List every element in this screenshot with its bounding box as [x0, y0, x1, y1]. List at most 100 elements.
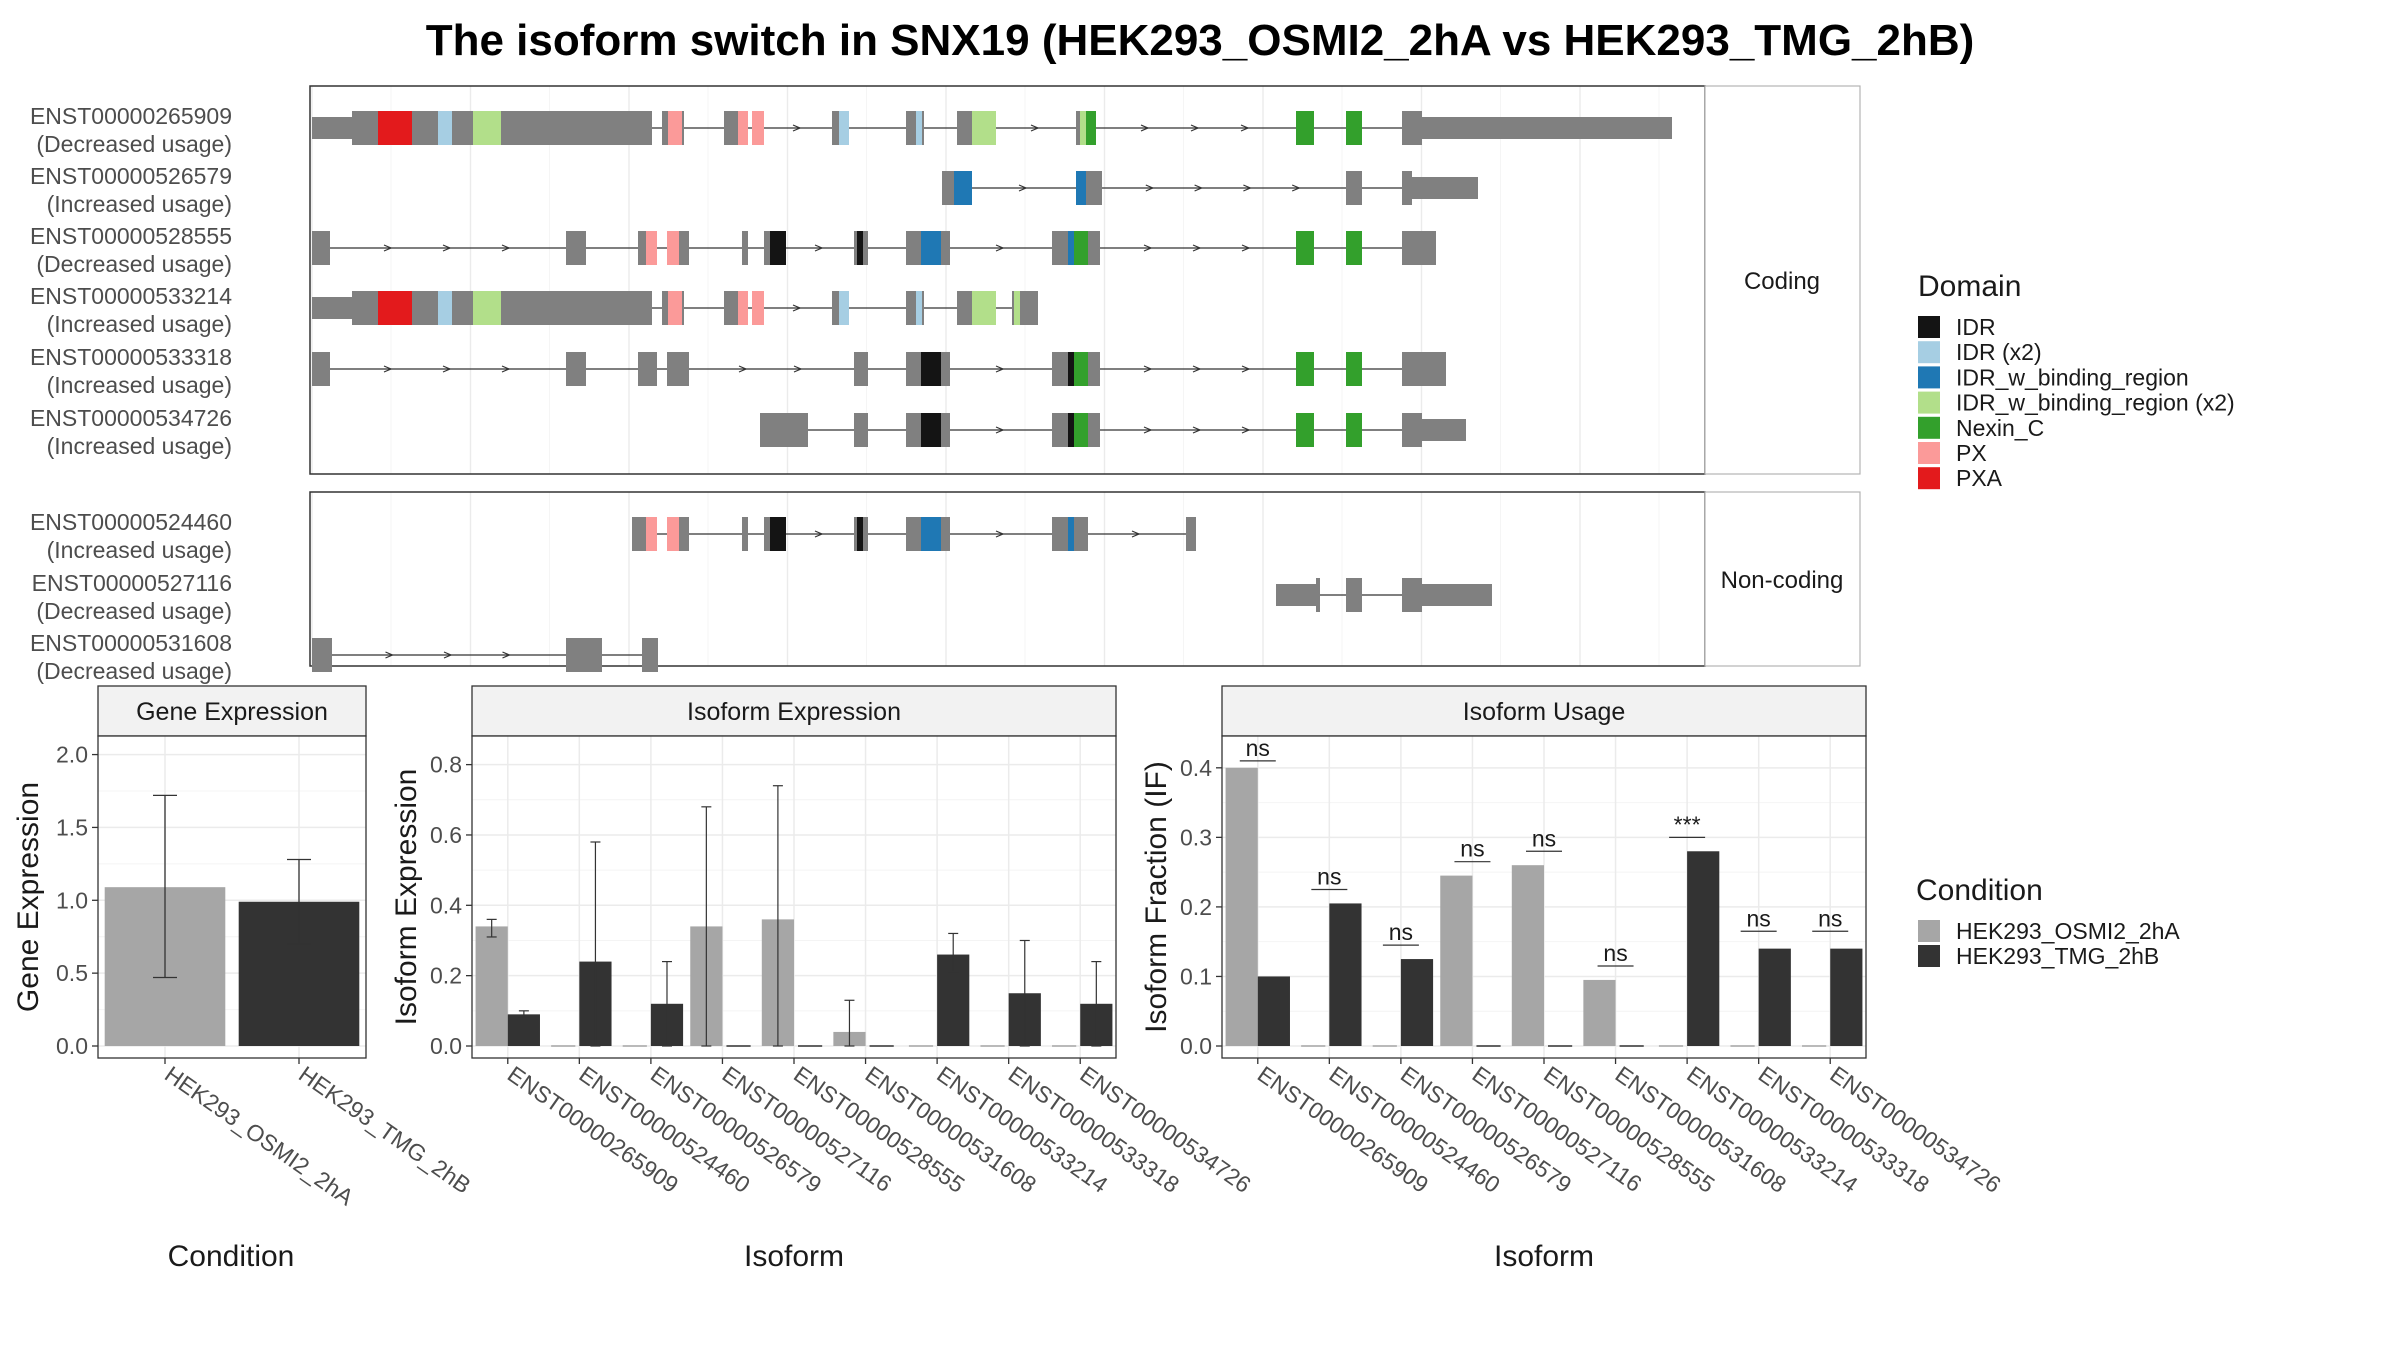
- intron-arrow: [501, 244, 511, 252]
- chart-strip: [97, 685, 367, 737]
- domain-block: [1346, 352, 1362, 386]
- transcript-id-label: ENST00000533318: [30, 344, 232, 370]
- y-tick-label: 0.5: [56, 960, 88, 986]
- exon-block: [1422, 419, 1466, 441]
- chart-panel-2: Isoform Usage 0.0 0.1 0.2 0.3 0.4 ns ns ns ns ns ns…: [1140, 685, 2006, 1273]
- intron-arrow: [383, 365, 393, 373]
- transcript-usage-label: (Decreased usage): [36, 251, 232, 277]
- exon-block: [458, 291, 473, 325]
- condition-legend-swatch: [1918, 920, 1940, 942]
- intron-arrow: [1240, 124, 1250, 132]
- bar-tmg: [507, 1014, 540, 1046]
- exon-block: [854, 352, 868, 386]
- domain-block: [1014, 291, 1020, 325]
- y-tick-label: 0.4: [430, 892, 462, 918]
- transcript-id-label: ENST00000533214: [30, 283, 232, 309]
- domain-block: [972, 291, 996, 325]
- intron-arrow: [1145, 184, 1155, 192]
- transcript-usage-label: (Increased usage): [47, 433, 232, 459]
- intron-arrow: [442, 365, 452, 373]
- bar-tmg: [1758, 948, 1791, 1046]
- exon-block: [548, 111, 572, 145]
- transcript-usage-label: (Decreased usage): [36, 131, 232, 157]
- y-tick-label: 0.0: [430, 1033, 462, 1059]
- intron-arrow: [1143, 365, 1153, 373]
- domain-block: [646, 231, 657, 265]
- domain-block: [916, 291, 922, 325]
- facet-strip: [1704, 85, 1861, 475]
- exon-block: [942, 171, 954, 205]
- condition-legend-label: HEK293_OSMI2_2hA: [1956, 918, 2180, 944]
- domain-block: [378, 111, 412, 145]
- intron-arrow: [383, 244, 393, 252]
- exon-block: [1052, 517, 1068, 551]
- intron-arrow: [1018, 184, 1028, 192]
- intron-arrow: [792, 124, 802, 132]
- domain-block: [972, 111, 996, 145]
- domain-block: [473, 111, 501, 145]
- exon-block: [678, 231, 689, 265]
- domain-legend-label: PX: [1956, 440, 1987, 466]
- y-tick-label: 2.0: [56, 742, 88, 768]
- exon-block: [566, 352, 586, 386]
- intron-arrow: [995, 426, 1005, 434]
- exon-block: [742, 517, 748, 551]
- domain-block: [438, 291, 452, 325]
- facet-strip-label: Coding: [1744, 268, 1820, 295]
- exon-block: [632, 517, 646, 551]
- chart-title: Isoform Usage: [1463, 698, 1626, 726]
- intron-arrow: [1192, 365, 1202, 373]
- transcript-row-ENST00000524460: ENST00000524460(Increased usage): [30, 509, 1196, 563]
- domain-legend-label: Nexin_C: [1956, 415, 2044, 441]
- exon-block: [1086, 413, 1100, 447]
- figure-title: The isoform switch in SNX19 (HEK293_OSMI…: [426, 16, 1975, 65]
- y-tick-label: 0.2: [1180, 894, 1212, 920]
- bar-tmg: [1830, 948, 1863, 1046]
- exon-block: [906, 413, 918, 447]
- exon-block: [1052, 352, 1068, 386]
- facet-noncoding: Non-coding: [309, 491, 1861, 667]
- domain-block: [1068, 352, 1074, 386]
- transcript-usage-label: (Decreased usage): [36, 598, 232, 624]
- exon-block: [906, 231, 921, 265]
- domain-legend-swatch: [1918, 341, 1940, 364]
- exon-block: [662, 291, 668, 325]
- bar-tmg: [1400, 959, 1434, 1046]
- domain-block: [378, 291, 412, 325]
- intron-arrow: [1192, 244, 1202, 252]
- transcript-id-label: ENST00000527116: [32, 570, 232, 596]
- intron-arrow: [1194, 184, 1204, 192]
- exon-block: [1402, 231, 1422, 265]
- exon-block: [638, 352, 657, 386]
- domain-block: [646, 517, 657, 551]
- intron-arrow: [1241, 244, 1251, 252]
- exon-block: [760, 413, 782, 447]
- domain-block: [1296, 111, 1314, 145]
- domain-block: [839, 111, 849, 145]
- y-tick-label: 0.1: [1180, 963, 1212, 989]
- exon-block: [918, 413, 921, 447]
- transcript-id-label: ENST00000524460: [30, 509, 232, 535]
- intron-arrow: [1241, 365, 1251, 373]
- condition-legend-label: HEK293_TMG_2hB: [1956, 943, 2159, 969]
- exon-block: [1402, 111, 1422, 145]
- domain-block: [1296, 413, 1314, 447]
- exon-block: [1346, 171, 1362, 205]
- exon-block: [1086, 231, 1100, 265]
- exon-block: [312, 297, 352, 319]
- exon-block: [941, 517, 950, 551]
- intron-arrow: [385, 651, 395, 659]
- exon-block: [941, 413, 950, 447]
- transcript-usage-label: (Decreased usage): [36, 658, 232, 684]
- intron-arrow: [793, 365, 803, 373]
- x-axis-label: Condition: [168, 1240, 295, 1273]
- intron-arrow: [443, 651, 453, 659]
- intron-arrow: [738, 365, 748, 373]
- exon-block: [312, 638, 332, 672]
- intron-arrow: [1030, 124, 1040, 132]
- y-tick-label: 0.0: [1180, 1033, 1212, 1059]
- chart-title: Isoform Expression: [687, 698, 901, 726]
- intron-arrow: [995, 530, 1005, 538]
